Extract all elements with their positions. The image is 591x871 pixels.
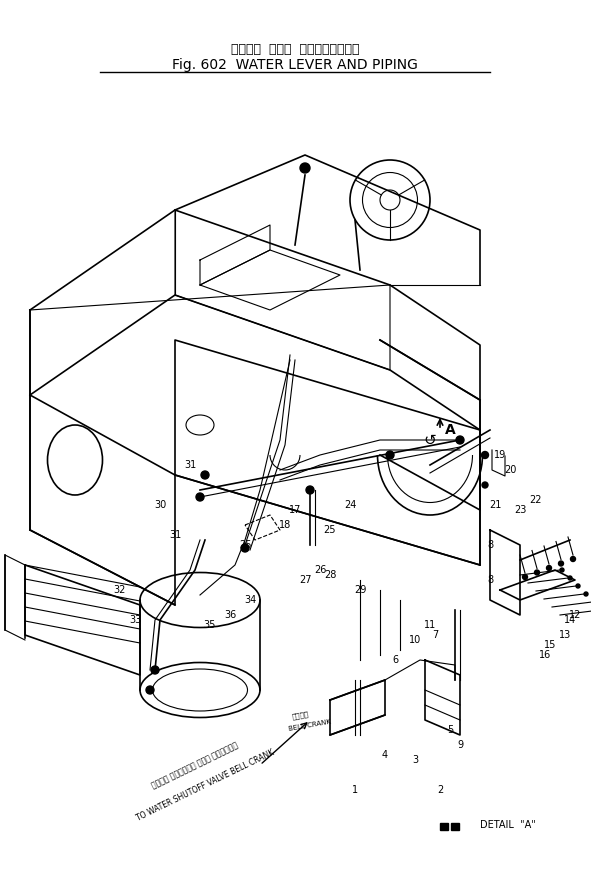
Circle shape: [576, 584, 580, 588]
Text: 12: 12: [569, 610, 581, 620]
Text: 26: 26: [314, 565, 326, 575]
Circle shape: [306, 486, 314, 494]
Text: 33: 33: [129, 615, 141, 625]
Text: ウォータ シャットオフ バルブ ベルクランク: ウォータ シャットオフ バルブ ベルクランク: [150, 740, 240, 790]
Text: 16: 16: [539, 650, 551, 660]
Text: 8: 8: [487, 575, 493, 585]
Text: 8: 8: [487, 540, 493, 550]
Text: 23: 23: [514, 505, 526, 515]
Circle shape: [201, 471, 209, 479]
Circle shape: [482, 451, 489, 458]
Text: 13: 13: [559, 630, 571, 640]
Text: 22: 22: [529, 495, 541, 505]
Text: 36: 36: [224, 610, 236, 620]
Circle shape: [456, 436, 464, 444]
Text: 31: 31: [184, 460, 196, 470]
Text: TO WATER SHUTOFF VALVE BELL CRANK: TO WATER SHUTOFF VALVE BELL CRANK: [135, 747, 275, 822]
Text: 18: 18: [279, 520, 291, 530]
Text: 3: 3: [412, 755, 418, 765]
Text: 2: 2: [437, 785, 443, 795]
Text: 28: 28: [324, 570, 336, 580]
Text: 29: 29: [354, 585, 366, 595]
Text: 34: 34: [244, 595, 256, 605]
Text: Fig. 602  WATER LEVER AND PIPING: Fig. 602 WATER LEVER AND PIPING: [172, 58, 418, 72]
Text: 32: 32: [114, 585, 126, 595]
Text: 5: 5: [447, 725, 453, 735]
Text: 11: 11: [424, 620, 436, 630]
Circle shape: [482, 482, 488, 488]
Text: 15: 15: [544, 640, 556, 650]
Text: 24: 24: [344, 500, 356, 510]
Text: 27: 27: [298, 575, 311, 585]
Text: 35: 35: [204, 620, 216, 630]
Circle shape: [560, 568, 564, 572]
Text: 21: 21: [489, 500, 501, 510]
Text: A: A: [444, 423, 456, 437]
Text: 1: 1: [352, 785, 358, 795]
Text: 25: 25: [239, 540, 251, 550]
Text: 10: 10: [409, 635, 421, 645]
Bar: [451, 823, 459, 830]
Circle shape: [386, 451, 394, 459]
Text: 7: 7: [432, 630, 438, 640]
Circle shape: [522, 575, 528, 579]
Text: 9: 9: [457, 740, 463, 750]
Circle shape: [151, 666, 159, 674]
Text: 25: 25: [324, 525, 336, 535]
Text: ↺: ↺: [424, 433, 436, 448]
Text: 14: 14: [564, 615, 576, 625]
Text: ウォータ  レバー  およびパイピング: ウォータ レバー およびパイピング: [230, 44, 359, 57]
Text: 4: 4: [382, 750, 388, 760]
Circle shape: [300, 163, 310, 173]
Text: 6: 6: [392, 655, 398, 665]
Text: 31: 31: [169, 530, 181, 540]
Text: BELL CRANK: BELL CRANK: [288, 719, 332, 732]
Circle shape: [547, 565, 551, 571]
Text: クランク: クランク: [291, 710, 309, 719]
Circle shape: [534, 570, 540, 575]
Text: 20: 20: [504, 465, 516, 475]
Bar: [440, 823, 448, 830]
Circle shape: [568, 576, 572, 580]
Circle shape: [146, 686, 154, 694]
Circle shape: [241, 544, 249, 552]
Circle shape: [558, 561, 563, 566]
Circle shape: [196, 493, 204, 501]
Text: DETAIL  "A": DETAIL "A": [480, 820, 536, 830]
Circle shape: [584, 592, 588, 596]
Text: 19: 19: [494, 450, 506, 460]
Circle shape: [570, 557, 576, 562]
Text: 30: 30: [154, 500, 166, 510]
Text: 17: 17: [289, 505, 301, 515]
